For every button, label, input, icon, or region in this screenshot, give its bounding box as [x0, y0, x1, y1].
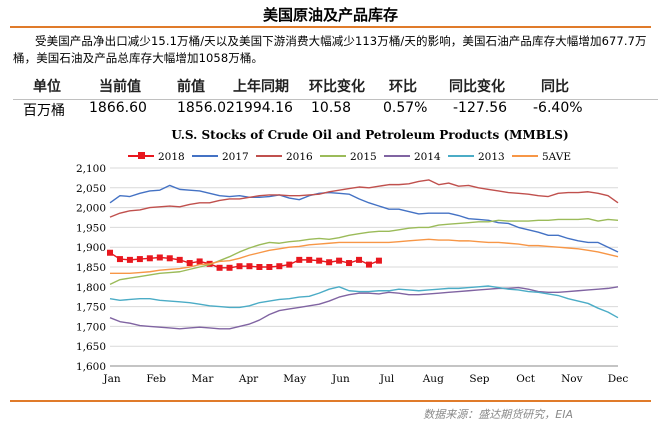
- x-tick-label: Feb: [146, 373, 166, 385]
- title-divider: [10, 26, 651, 28]
- stats-header-previous: 前值: [177, 79, 205, 95]
- data-point-2018: [306, 256, 313, 263]
- data-point-2018: [226, 264, 233, 271]
- data-point-2018: [365, 261, 372, 268]
- stats-value-unit: 百万桶: [23, 103, 65, 119]
- x-tick-label: Jun: [331, 373, 350, 385]
- y-tick-label: 1,850: [76, 262, 106, 274]
- stats-header-yoy-pct: 同比: [541, 79, 569, 95]
- legend-label-2015: 2015: [350, 151, 377, 163]
- stats-value-yoy-pct: -6.40%: [533, 100, 583, 116]
- stats-header-unit: 单位: [33, 79, 61, 95]
- data-point-2018: [356, 256, 363, 263]
- chart-title: U.S. Stocks of Crude Oil and Petroleum P…: [171, 128, 568, 142]
- data-point-2018: [346, 260, 353, 267]
- y-axis: 1,600 1,650 1,700 1,750 1,800 1,850 1,900 1,950…: [76, 163, 106, 373]
- y-tick-label: 1,700: [76, 321, 106, 333]
- series-line-2016: [109, 179, 619, 218]
- y-tick-label: 1,750: [76, 302, 106, 314]
- series-line-2014: [109, 286, 619, 330]
- stats-value-wow-change: 10.58: [311, 100, 352, 116]
- data-point-2018: [116, 256, 123, 263]
- stats-header-wow-change: 环比变化: [309, 79, 365, 95]
- legend-label-5ave: 5AVE: [542, 151, 571, 163]
- data-point-2018: [266, 264, 273, 270]
- legend-label-2013: 2013: [478, 151, 505, 163]
- x-tick-label: Mar: [191, 373, 214, 385]
- stats-value-yoy-change: -127.56: [453, 100, 508, 116]
- y-tick-label: 1,650: [76, 341, 106, 353]
- y-tick-label: 1,900: [76, 242, 106, 254]
- y-tick-label: 1,800: [76, 282, 106, 294]
- data-point-2018: [146, 255, 153, 262]
- stats-header-current: 当前值: [99, 79, 141, 95]
- stocks-line-chart: U.S. Stocks of Crude Oil and Petroleum P…: [76, 128, 628, 385]
- data-point-2018: [316, 257, 323, 264]
- series-line-2018: [109, 252, 380, 269]
- data-point-2018: [336, 257, 343, 264]
- stats-header-row: 单位 当前值 前值 上年同期 环比变化 环比 同比变化 同比: [13, 76, 658, 95]
- x-tick-label: Oct: [516, 373, 535, 385]
- data-point-2018: [246, 263, 253, 270]
- x-axis: Jan Feb Mar Apr May Jun Jul Aug Sep Oct Nov Dec: [102, 373, 628, 385]
- legend-label-2014: 2014: [414, 151, 441, 163]
- y-tick-label: 1,950: [76, 222, 106, 234]
- data-point-2018: [166, 255, 173, 262]
- summary-text: 受美国产品净出口减少15.1万桶/天以及美国下游消费大幅减少113万桶/天的影响…: [13, 34, 647, 65]
- stats-header-wow-pct: 环比: [389, 79, 417, 95]
- data-point-2018: [296, 256, 303, 263]
- data-point-2018: [276, 263, 283, 270]
- stats-value-previous: 1856.02: [177, 100, 235, 116]
- data-point-2018: [326, 259, 333, 266]
- data-point-2018: [375, 257, 382, 264]
- data-point-2018: [156, 254, 163, 261]
- y-tick-label: 2,100: [76, 163, 106, 175]
- data-point-2018: [186, 260, 193, 267]
- data-point-2018: [256, 264, 263, 270]
- x-tick-label: Aug: [422, 373, 444, 385]
- stats-header-last-year: 上年同期: [233, 79, 289, 95]
- data-point-2018: [216, 264, 223, 271]
- data-point-2018: [136, 256, 143, 263]
- stats-value-row: 百万桶 1866.60 1856.02 1994.16 10.58 0.57% …: [13, 99, 658, 119]
- series-line-2013: [109, 285, 619, 319]
- data-source: 数据来源：盛达期货研究，EIA: [423, 408, 573, 421]
- series-line-2017: [109, 184, 619, 253]
- data-point-2018: [236, 263, 243, 270]
- x-tick-label: Apr: [238, 373, 259, 385]
- series-line-5ave: [110, 238, 619, 275]
- data-point-2018: [176, 256, 183, 263]
- legend-label-2018: 2018: [158, 151, 185, 163]
- y-tick-label: 2,050: [76, 183, 106, 195]
- chart-legend: 2018 2017 2016 2015 2014 2013 5AVE: [128, 151, 571, 163]
- x-tick-label: Dec: [608, 373, 629, 385]
- x-tick-label: Jan: [102, 373, 120, 385]
- x-tick-label: Sep: [469, 373, 489, 385]
- series-line-2015: [109, 217, 619, 286]
- legend-label-2016: 2016: [286, 151, 313, 163]
- chart-series: [107, 179, 619, 330]
- legend-label-2017: 2017: [222, 151, 249, 163]
- x-tick-label: May: [283, 373, 306, 385]
- data-point-2018: [196, 258, 203, 265]
- stats-header-yoy-change: 同比变化: [449, 79, 505, 95]
- y-tick-label: 1,600: [76, 361, 106, 373]
- data-point-2018: [107, 249, 113, 256]
- x-tick-label: Nov: [561, 373, 583, 385]
- footer-divider: [10, 400, 651, 402]
- data-point-2018: [126, 256, 133, 263]
- y-tick-label: 2,000: [76, 203, 106, 215]
- stats-value-last-year: 1994.16: [235, 100, 293, 116]
- page-title: 美国原油及产品库存: [262, 6, 398, 24]
- legend-marker-2018: [138, 152, 145, 159]
- data-point-2018: [286, 261, 293, 268]
- stats-value-current: 1866.60: [89, 100, 147, 116]
- stats-value-wow-pct: 0.57%: [383, 100, 428, 116]
- x-tick-label: Jul: [379, 373, 395, 385]
